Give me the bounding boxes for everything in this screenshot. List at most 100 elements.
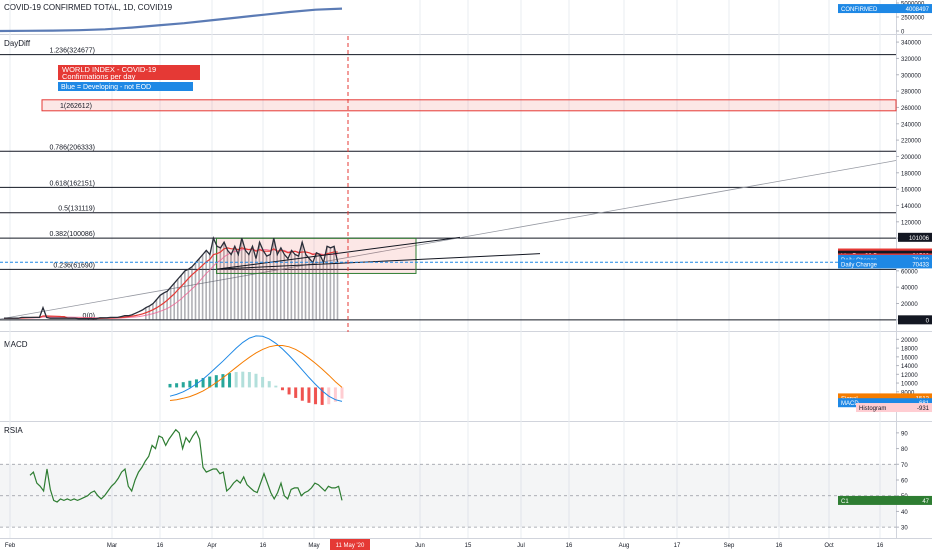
macd-badge-label: MACD (841, 401, 859, 407)
macd-histogram-bar (168, 383, 172, 388)
macd-histogram-bar (214, 375, 218, 388)
dayldiff-bar (148, 305, 151, 320)
dayldiff-bar (294, 254, 296, 320)
fib-level-label: 0(0) (83, 313, 95, 320)
crosshair-date-label: 11 May '20 (336, 543, 365, 549)
dayldiff-bar (233, 246, 236, 320)
y-tick-label: 20000 (901, 302, 918, 308)
dayldiff-bar (290, 250, 293, 320)
x-axis-label: 16 (566, 543, 573, 549)
dayldiff-bar (255, 258, 257, 320)
y-tick-label: 140000 (901, 204, 922, 210)
rsia-title: RSIA (4, 426, 23, 435)
y-tick-label: 20000 (901, 338, 918, 344)
dayldiff-bar (230, 254, 232, 320)
dayldiff-bar (240, 238, 243, 320)
y-tick-label: 60000 (901, 269, 918, 275)
macd-histogram-bar (320, 387, 324, 405)
dayldiff-bar (187, 269, 190, 320)
dayldiff-bar (322, 262, 325, 320)
y-tick-label: 120000 (901, 220, 922, 226)
macd-histogram-bar (280, 387, 284, 391)
macd-histogram-bar (234, 372, 238, 388)
y-tick-label: 240000 (901, 122, 922, 128)
dayldiff-bar (216, 246, 218, 320)
dayldiff-bar (145, 307, 147, 320)
y-tick-label: 12000 (901, 373, 918, 379)
macd-histogram-bar (274, 385, 278, 388)
y-tick-label: 320000 (901, 57, 922, 63)
dayldiff-title: DayDiff (4, 39, 31, 48)
macd-histogram-bar (307, 387, 311, 403)
y-tick-label: 180000 (901, 171, 922, 177)
y-tick-label: 60 (901, 479, 908, 485)
dayldiff-bar (223, 242, 225, 320)
y-tick-label: 10000 (901, 382, 918, 388)
y-tick-label: 300000 (901, 73, 922, 79)
macd-histogram-bar (287, 387, 291, 395)
dayldiff-bar (212, 238, 215, 320)
dayldiff-bar (205, 250, 207, 320)
dayldiff-badge-bg (838, 259, 932, 269)
annotation-note-bg (58, 82, 193, 91)
macd-badge-bg (838, 393, 932, 403)
dayldiff-bar (173, 283, 175, 320)
y-tick-label: 160000 (901, 188, 922, 194)
dayldiff-badge-bg (898, 232, 932, 242)
dayldiff-bar (251, 246, 254, 320)
dayldiff-bar (272, 238, 275, 320)
rsia-badge-label: C1 (841, 499, 849, 505)
dayldiff-bar (262, 250, 264, 320)
dayldiff-bar (326, 246, 328, 320)
dayldiff-bar (329, 247, 332, 320)
annotation-title-bg (58, 65, 200, 80)
crosshair-date-bg (330, 539, 370, 550)
x-axis-label: 16 (776, 543, 783, 549)
y-tick-label: 40000 (901, 286, 918, 292)
long-trendline (0, 160, 897, 320)
macd-histogram-bar (300, 387, 304, 401)
y-tick-label: 280000 (901, 90, 922, 96)
y-tick-label: 90 (901, 431, 908, 437)
dayldiff-bar (180, 274, 183, 320)
macd-histogram-bar (175, 383, 179, 388)
macd-histogram-bar (241, 371, 245, 388)
fib-level-label: 0.618(162151) (49, 180, 95, 187)
y-tick-label: 2500000 (901, 16, 925, 22)
macd-histogram-bar (208, 376, 212, 388)
confirmed-line (0, 7, 343, 33)
x-axis-label: Jun (415, 543, 425, 549)
x-axis-label: Oct (824, 543, 834, 549)
dayldiff-bar (191, 266, 193, 320)
dayldiff-bar (311, 262, 314, 320)
dayldiff-badge-value: 101006 (909, 236, 930, 242)
macd-title: MACD (4, 340, 28, 349)
dayldiff-bar (152, 303, 154, 320)
dayldiff-bar (279, 247, 282, 320)
macd-histogram-bar (181, 382, 185, 388)
daily-change-line (4, 235, 339, 320)
dayldiff-bar (155, 299, 158, 320)
dayldiff-bar (315, 252, 317, 320)
x-axis-label: May (308, 543, 319, 549)
dayldiff-bar (176, 278, 179, 320)
x-axis-label: 17 (674, 543, 681, 549)
x-axis-label: Mar (107, 543, 117, 549)
fib-level-label: 0.236(61690) (53, 262, 95, 269)
macd-histogram-bar (188, 380, 192, 388)
dayldiff-bar (269, 254, 271, 320)
dayldiff-bar (297, 256, 300, 320)
macd-line (169, 335, 343, 402)
dayldiff-bar (287, 258, 289, 320)
fib-level-label: 0.5(131119) (58, 206, 95, 213)
dayldiff-bar (198, 258, 200, 320)
dayldiff-bar (244, 250, 246, 320)
fib-level-label: 1(262612) (60, 103, 92, 110)
macd-histogram-bar (261, 376, 265, 388)
x-axis-label: Feb (5, 543, 16, 549)
y-tick-label: 200000 (901, 155, 922, 161)
dayldiff-bar (276, 254, 278, 320)
dayldiff-bar (247, 254, 250, 320)
